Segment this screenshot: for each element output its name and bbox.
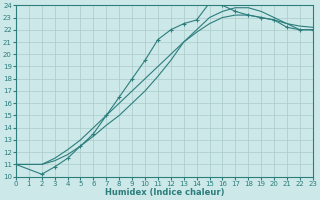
X-axis label: Humidex (Indice chaleur): Humidex (Indice chaleur) <box>105 188 224 197</box>
